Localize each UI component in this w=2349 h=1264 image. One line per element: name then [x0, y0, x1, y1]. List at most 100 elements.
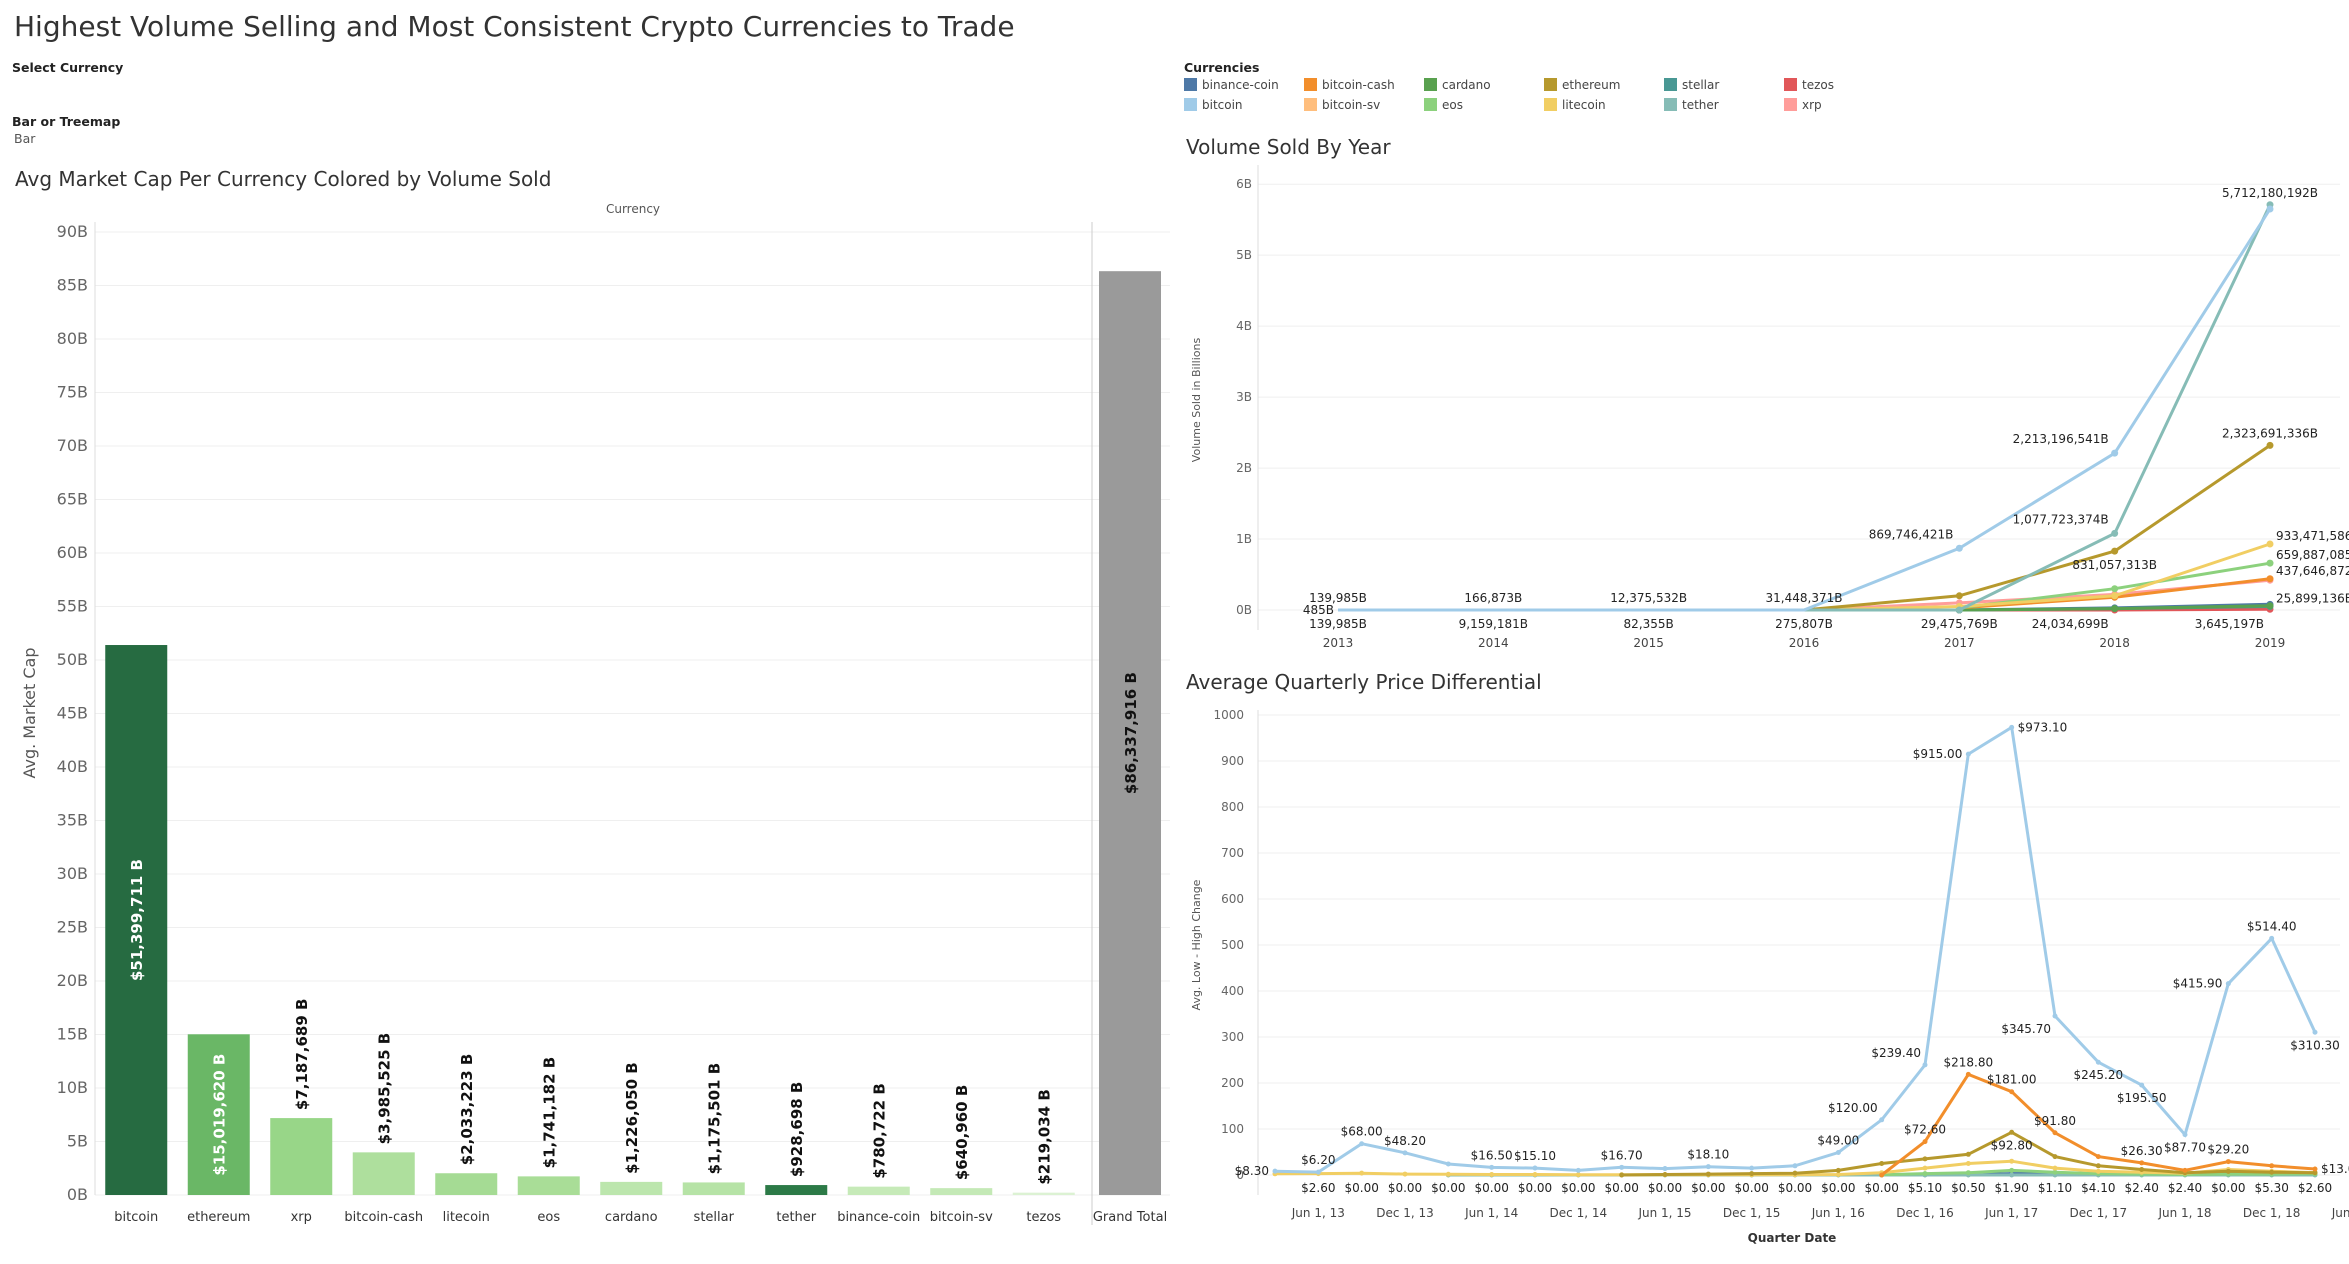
- legend-item-xrp[interactable]: xrp: [1784, 98, 1822, 112]
- x-tick-label: 2019: [2255, 636, 2286, 650]
- y-tick-label: 200: [1221, 1076, 1244, 1090]
- series-point-bitcoin-cash: [2313, 1167, 2318, 1172]
- data-label: $245.20: [2074, 1068, 2124, 1082]
- x-tick-label: Jun 1, 18: [2157, 1206, 2211, 1220]
- market-cap-bar-chart: Currency 0B 5B 10B 15B 20B 25B 30B 35B 40B 45B 50B 5…: [0, 195, 1180, 1255]
- x-tick-label: Jun 1, 14: [1464, 1206, 1518, 1220]
- series-point-bitcoin: [2269, 936, 2274, 941]
- series-point-ethereum: [1663, 1172, 1668, 1177]
- legend-item-ethereum[interactable]: ethereum: [1544, 78, 1620, 92]
- legend-item-bitcoin-cash[interactable]: bitcoin-cash: [1304, 78, 1395, 92]
- series-point-bitcoin: [1706, 1164, 1711, 1169]
- series-point-litecoin: [2009, 1159, 2014, 1164]
- y-tick-label: 400: [1221, 984, 1244, 998]
- series-point-bitcoin: [1793, 1163, 1798, 1168]
- data-label: $915.00: [1913, 747, 1963, 761]
- legend-swatch: [1424, 78, 1437, 91]
- x-tick-label: Dec 1, 18: [2243, 1206, 2301, 1220]
- data-label: 12,375,532B: [1610, 591, 1687, 605]
- series-point-bitcoin: [1619, 1165, 1624, 1170]
- data-label: $5.30: [2254, 1181, 2288, 1195]
- y-tick-label: 2B: [1236, 461, 1252, 475]
- bar-bitcoin-sv: [930, 1188, 992, 1195]
- legend-swatch: [1424, 98, 1437, 111]
- series-point-ethereum: [1923, 1156, 1928, 1161]
- bar-tether: [765, 1185, 827, 1195]
- series-point-bitcoin: [1923, 1062, 1928, 1067]
- bar-chart-title: Avg Market Cap Per Currency Colored by V…: [15, 167, 551, 191]
- x-tick-label: Dec 1, 14: [1550, 1206, 1608, 1220]
- x-category-label: binance-coin: [837, 1210, 920, 1225]
- data-label: $514.40: [2247, 919, 2297, 933]
- legend-item-tezos[interactable]: tezos: [1784, 78, 1834, 92]
- x-tick-label: Jun 1, 15: [1637, 1206, 1691, 1220]
- price-differential-line-chart: 01002003004005006007008009001000Avg. Low…: [1180, 695, 2349, 1260]
- series-point-bitcoin: [2096, 1060, 2101, 1065]
- series-point-ethereum: [1749, 1171, 1754, 1176]
- series-point-bitcoin: [2313, 1030, 2318, 1035]
- y-tick-label: 50B: [57, 650, 88, 669]
- x-category-label: eos: [537, 1210, 560, 1225]
- legend-item-binance-coin[interactable]: binance-coin: [1184, 78, 1279, 92]
- data-label: $120.00: [1828, 1101, 1878, 1115]
- bar-tezos: [1013, 1193, 1075, 1195]
- data-label: 5,712,180,192B: [2222, 186, 2318, 200]
- y-tick-label: 3B: [1236, 390, 1252, 404]
- data-label: $181.00: [1987, 1073, 2037, 1087]
- legend-swatch: [1304, 98, 1317, 111]
- data-label: $49.00: [1817, 1133, 1859, 1147]
- data-label: $5.10: [1908, 1181, 1942, 1195]
- series-point-bitcoin: [1359, 1141, 1364, 1146]
- data-label: $0.00: [1561, 1181, 1595, 1195]
- data-label: $4.10: [2081, 1181, 2115, 1195]
- select-currency-label[interactable]: Select Currency: [12, 60, 123, 75]
- legend-item-stellar[interactable]: stellar: [1664, 78, 1719, 92]
- legend-swatch: [1184, 78, 1197, 91]
- x-tick-label: Jun 1, 17: [1984, 1206, 2038, 1220]
- y-tick-label: 100: [1221, 1122, 1244, 1136]
- data-label: $16.70: [1601, 1148, 1643, 1162]
- data-label: $0.00: [1388, 1181, 1422, 1195]
- x-category-label: bitcoin-sv: [930, 1210, 993, 1225]
- legend-swatch: [1664, 98, 1677, 111]
- series-point-bitcoin: [2053, 1013, 2058, 1018]
- legend-item-cardano[interactable]: cardano: [1424, 78, 1491, 92]
- x-tick-label: 2015: [1633, 636, 1664, 650]
- y-tick-label: 10B: [57, 1078, 88, 1097]
- series-point-ethereum: [1836, 1168, 1841, 1173]
- y-tick-label: 75B: [57, 383, 88, 402]
- y-tick-label: 800: [1221, 800, 1244, 814]
- series-point-bitcoin: [1749, 1166, 1754, 1171]
- legend-item-litecoin[interactable]: litecoin: [1544, 98, 1606, 112]
- series-point-ethereum: [2226, 1169, 2231, 1174]
- y-tick-label: 5B: [1236, 248, 1252, 262]
- x-tick-label: Dec 1, 15: [1723, 1206, 1781, 1220]
- x-category-label: bitcoin-cash: [344, 1210, 423, 1225]
- legend-swatch: [1184, 98, 1197, 111]
- y-tick-label: 300: [1221, 1030, 1244, 1044]
- bar-or-treemap-selector[interactable]: Bar: [14, 131, 35, 146]
- data-label: 3,645,197B: [2195, 617, 2264, 631]
- series-point-cardano: [2111, 605, 2118, 612]
- legend-label: cardano: [1442, 78, 1491, 92]
- series-point-cardano: [2267, 602, 2274, 609]
- column-header: Currency: [606, 202, 660, 216]
- bar-litecoin: [435, 1173, 497, 1195]
- series-point-ethereum: [2009, 1130, 2014, 1135]
- legend-label: tether: [1682, 98, 1719, 112]
- legend-item-bitcoin-sv[interactable]: bitcoin-sv: [1304, 98, 1380, 112]
- legend-item-bitcoin[interactable]: bitcoin: [1184, 98, 1243, 112]
- data-label: 139,985B: [1309, 617, 1367, 631]
- data-label: $0.00: [1691, 1181, 1725, 1195]
- x-category-label: tether: [776, 1210, 816, 1225]
- series-point-ethereum: [1619, 1173, 1624, 1178]
- series-point-ethereum: [1879, 1161, 1884, 1166]
- series-point-ethereum: [2269, 1170, 2274, 1175]
- x-category-label: Grand Total: [1093, 1210, 1167, 1225]
- series-point-bitcoin-cash: [2226, 1159, 2231, 1164]
- series-point-bitcoin: [1273, 1169, 1278, 1174]
- legend-item-tether[interactable]: tether: [1664, 98, 1719, 112]
- legend-item-eos[interactable]: eos: [1424, 98, 1463, 112]
- y-tick-label: 0B: [67, 1185, 88, 1204]
- y-tick-label: 70B: [57, 436, 88, 455]
